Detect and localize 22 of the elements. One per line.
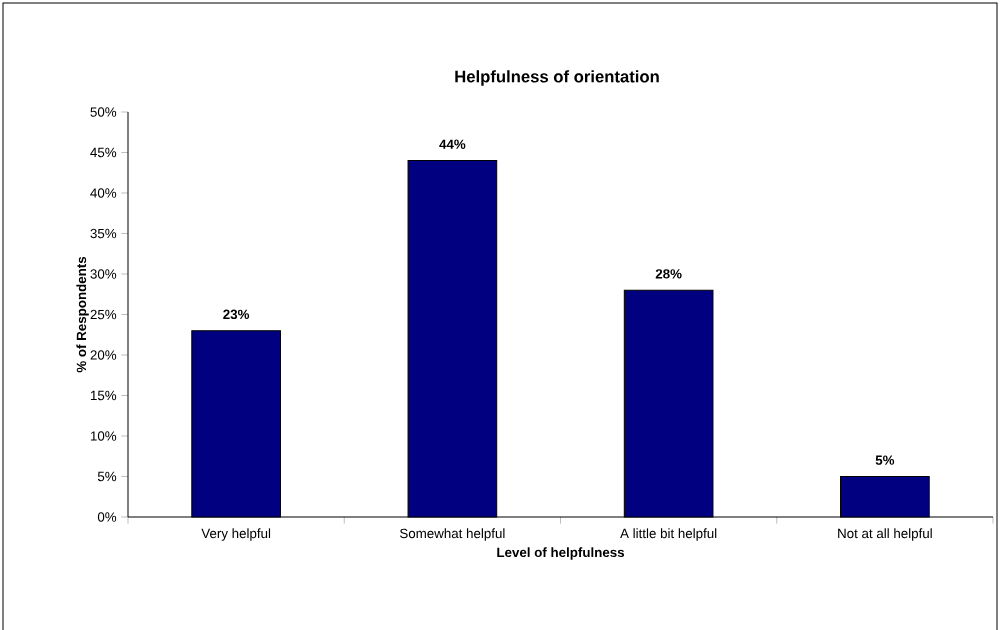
data-label: 5% <box>875 455 895 465</box>
y-axis-title: % of Respondents <box>76 256 89 373</box>
x-tick-label: A little bit helpful <box>620 528 717 541</box>
y-tick-label: 15% <box>90 390 117 401</box>
chart-title: Helpfulness of orientation <box>455 70 659 86</box>
x-tick-label: Not at all helpful <box>838 528 932 541</box>
y-tick-label: 20% <box>90 350 117 360</box>
y-tick-label: 45% <box>90 147 117 158</box>
y-tick-label: 50% <box>90 107 117 117</box>
y-tick-label: 5% <box>97 471 117 482</box>
y-tick-label: 10% <box>90 431 117 441</box>
y-tick-label: 40% <box>90 188 117 198</box>
data-label: 44% <box>439 139 466 149</box>
y-tick-label: 35% <box>90 228 117 239</box>
y-tick-label: 25% <box>90 309 117 320</box>
x-axis-title: Level of helpfulness <box>497 547 625 560</box>
data-label: 23% <box>223 309 250 320</box>
y-tick-label: 30% <box>90 269 117 279</box>
y-tick-label: 0% <box>97 512 117 522</box>
x-tick-label: Somewhat helpful <box>399 528 505 541</box>
data-label: 28% <box>655 269 682 279</box>
x-tick-label: Very helpful <box>201 528 271 541</box>
